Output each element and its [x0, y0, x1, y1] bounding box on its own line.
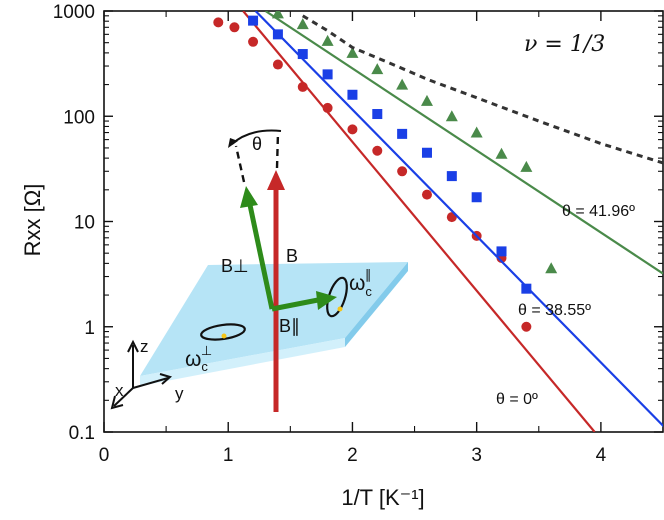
- omega-par-label: ωc ∥: [349, 267, 372, 299]
- slab-side: [345, 262, 408, 347]
- data-point-circle: [372, 145, 383, 156]
- omega-perp-superscript: ⊥: [201, 343, 212, 358]
- y-tick-label: 0.1: [69, 423, 95, 444]
- data-point-circle: [421, 189, 432, 200]
- data-point-triangle: [271, 11, 284, 19]
- data-point-square: [248, 15, 259, 26]
- x-tick-label: 4: [596, 445, 607, 466]
- theta-dashed-tilted: [234, 145, 246, 183]
- y-tick-label: 1000: [53, 2, 95, 23]
- coord-axis-x-arrowhead: [110, 395, 124, 410]
- coord-axis-y: [132, 377, 169, 389]
- y-axis: 0.1 1 10 100 1000: [53, 2, 663, 444]
- data-point-circle: [521, 321, 532, 332]
- data-point-square: [421, 147, 432, 158]
- data-point-triangle: [470, 126, 483, 138]
- data-point-circle: [397, 166, 408, 177]
- data-point-square: [397, 128, 408, 139]
- orbit-par-dot: [337, 306, 343, 312]
- data-point-triangle: [321, 34, 334, 46]
- y-axis-title: Rxx [Ω]: [20, 184, 45, 257]
- coord-axis-x-label: x: [115, 381, 124, 400]
- data-point-triangle: [545, 262, 558, 274]
- orbit-perp: [200, 323, 246, 341]
- omega-perp-label: ωc⊥: [185, 343, 212, 374]
- x-tick-label: 3: [471, 445, 482, 466]
- b-perp-label: B⊥: [221, 256, 249, 276]
- coord-axis-y-label: y: [175, 384, 184, 403]
- omega-par-subscript: c: [365, 284, 372, 299]
- data-point-triangle: [296, 18, 309, 30]
- data-point-square: [446, 171, 457, 182]
- data-point-triangle: [495, 147, 508, 159]
- data-point-circle: [272, 59, 283, 70]
- series-layer: [213, 11, 663, 432]
- data-point-circle: [248, 36, 259, 47]
- y-tick-label: 10: [74, 213, 95, 234]
- omega-perp-subscript: c: [201, 359, 208, 374]
- data-point-triangle: [420, 94, 433, 106]
- orbit-par: [326, 276, 348, 318]
- fit-line-series-2: [264, 11, 663, 275]
- series-label-theta-41: θ = 41.96º: [562, 203, 635, 220]
- data-point-triangle: [520, 160, 533, 172]
- data-point-triangle: [371, 63, 384, 75]
- b-field-arrowhead: [267, 170, 285, 190]
- coord-axis-z-label: z: [140, 337, 149, 356]
- coord-axis-y-arrowhead: [159, 373, 173, 385]
- dashed-reference-line: [301, 14, 663, 165]
- data-point-square: [297, 49, 308, 60]
- data-point-square: [471, 192, 482, 203]
- data-point-triangle: [396, 78, 409, 90]
- data-point-square: [521, 283, 532, 294]
- y-tick-label: 1: [84, 318, 95, 339]
- data-point-circle: [347, 124, 358, 135]
- orbit-perp-dot: [221, 333, 227, 339]
- data-point-square: [372, 109, 383, 120]
- data-point-square: [322, 69, 333, 80]
- x-tick-label: 0: [99, 445, 110, 466]
- y-tick-label: 100: [63, 107, 95, 128]
- b-par-arrowhead: [316, 291, 337, 310]
- data-point-square: [347, 89, 358, 100]
- data-point-square: [272, 29, 283, 40]
- theta-label: θ: [252, 134, 262, 154]
- b-perp-arrowhead: [240, 186, 258, 208]
- inset-diagram: θ B B⊥ B∥ ωc⊥ ωc∥ z y x: [110, 129, 408, 412]
- slab-front: [140, 338, 345, 386]
- data-point-circle: [322, 102, 333, 113]
- coord-axis-x: [113, 387, 134, 407]
- x-tick-label: 2: [347, 445, 358, 466]
- x-axis-title: 1/T [K⁻¹]: [341, 485, 424, 510]
- data-point-circle: [229, 22, 240, 33]
- data-point-square: [496, 246, 507, 257]
- series-label-theta-0: θ = 0º: [496, 391, 538, 408]
- x-axis: 0 1 2 3 4: [99, 11, 607, 466]
- filling-factor-annotation: ν = 1/3: [524, 32, 605, 57]
- theta-dashed-vertical: [275, 131, 280, 169]
- data-point-triangle: [346, 46, 359, 58]
- data-point-triangle: [445, 110, 458, 122]
- data-point-circle: [297, 81, 308, 92]
- fit-line-series-1: [254, 11, 663, 428]
- coord-axis-z-arrowhead: [127, 339, 139, 353]
- b-label: B: [286, 246, 298, 266]
- theta-arc-arrow: [228, 138, 238, 148]
- fit-line-series-0: [242, 11, 596, 432]
- omega-par-superscript: ∥: [365, 267, 372, 282]
- b-perp-arrow: [247, 204, 275, 310]
- omega-par-symbol: ω: [349, 272, 365, 295]
- data-point-circle: [213, 17, 224, 28]
- b-par-arrow: [271, 297, 319, 312]
- b-par-label: B∥: [279, 316, 300, 336]
- omega-perp-symbol: ω: [185, 348, 201, 371]
- x-tick-label: 1: [223, 445, 234, 466]
- series-label-theta-38: θ = 38.55º: [518, 302, 591, 319]
